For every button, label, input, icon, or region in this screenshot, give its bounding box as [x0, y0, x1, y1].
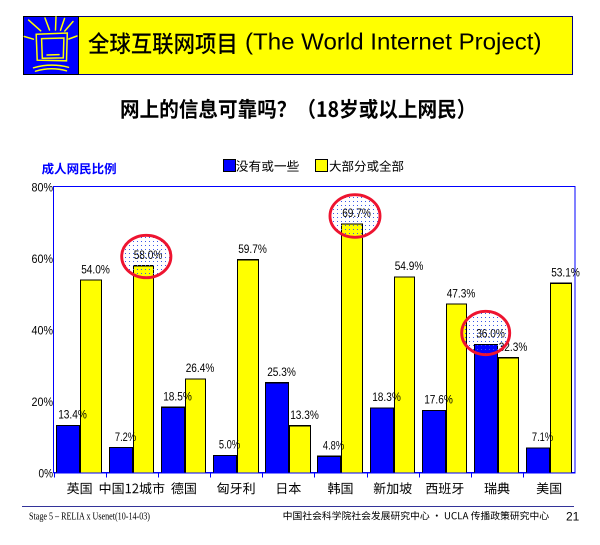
svg-text:Stage 5 – RELIA x Usenet(10-14: Stage 5 – RELIA x Usenet(10-14-03): [29, 512, 150, 523]
svg-text:18.3%: 18.3%: [372, 390, 401, 404]
svg-text:25.3%: 25.3%: [267, 365, 296, 379]
svg-text:54.9%: 54.9%: [395, 259, 424, 273]
svg-text:20%: 20%: [32, 395, 54, 409]
svg-text:21: 21: [566, 510, 580, 524]
svg-text:80%: 80%: [32, 180, 54, 194]
svg-text:0%: 0%: [39, 467, 54, 481]
svg-text:40%: 40%: [32, 323, 54, 337]
svg-text:7.1%: 7.1%: [532, 430, 553, 444]
svg-text:18.5%: 18.5%: [163, 389, 192, 403]
svg-text:60%: 60%: [32, 252, 54, 266]
svg-text:(The World Internet Project): (The World Internet Project): [245, 28, 542, 54]
svg-text:47.3%: 47.3%: [447, 286, 476, 300]
svg-text:5.0%: 5.0%: [219, 438, 240, 452]
svg-text:13.4%: 13.4%: [58, 408, 87, 422]
svg-text:54.0%: 54.0%: [81, 262, 110, 276]
svg-text:53.1%: 53.1%: [551, 266, 580, 280]
svg-text:4.8%: 4.8%: [323, 438, 344, 452]
svg-text:13.3%: 13.3%: [290, 408, 319, 422]
svg-text:26.4%: 26.4%: [186, 361, 215, 375]
svg-text:7.2%: 7.2%: [115, 430, 136, 444]
svg-text:59.7%: 59.7%: [238, 242, 267, 256]
svg-text:17.6%: 17.6%: [424, 393, 453, 407]
